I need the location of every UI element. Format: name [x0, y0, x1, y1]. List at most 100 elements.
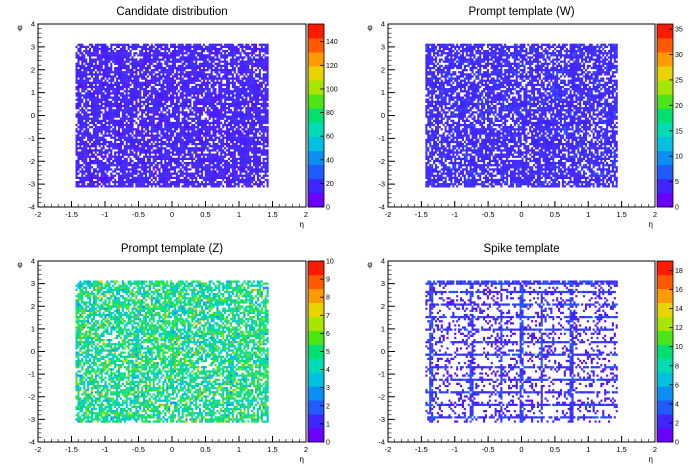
- heatmap-cell: [245, 126, 248, 129]
- heatmap-cell: [117, 147, 121, 150]
- heatmap-cell: [172, 149, 175, 152]
- heatmap-cell: [158, 183, 161, 186]
- heatmap-cell: [160, 164, 163, 167]
- heatmap-cell: [81, 138, 84, 141]
- heatmap-cell: [83, 178, 86, 182]
- heatmap-cell: [222, 117, 225, 120]
- heatmap-cell: [129, 73, 132, 76]
- heatmap-cell: [94, 157, 97, 161]
- heatmap-cell: [226, 69, 229, 72]
- heatmap-cell: [195, 170, 198, 173]
- heatmap-cell: [106, 159, 109, 163]
- heatmap-cell: [224, 159, 227, 163]
- heatmap-cell: [222, 107, 225, 110]
- heatmap-cell: [141, 183, 144, 186]
- heatmap-cell: [114, 157, 117, 161]
- heatmap-cell: [92, 60, 95, 63]
- heatmap-cell: [251, 117, 254, 120]
- heatmap-cell: [170, 123, 173, 127]
- heatmap-cell: [237, 140, 240, 144]
- heatmap-cell: [131, 64, 134, 68]
- heatmap-cell: [112, 104, 115, 108]
- heatmap-cell: [117, 83, 121, 87]
- heatmap-cell: [227, 47, 231, 51]
- heatmap-cell: [243, 81, 246, 84]
- heatmap-cell: [152, 126, 155, 129]
- heatmap-cell: [189, 104, 192, 108]
- heatmap-cell: [200, 102, 204, 106]
- heatmap-cell: [121, 58, 124, 61]
- heatmap-cell: [168, 64, 171, 68]
- heatmap-cell: [166, 178, 169, 182]
- heatmap-cell: [181, 83, 184, 87]
- heatmap-cell: [102, 50, 105, 53]
- heatmap-cell: [241, 64, 244, 68]
- heatmap-cell: [210, 178, 213, 182]
- heatmap-cell: [247, 85, 250, 89]
- heatmap-cell: [133, 71, 136, 74]
- heatmap-cell: [245, 90, 248, 93]
- heatmap-cell: [243, 123, 246, 127]
- heatmap-cell: [168, 85, 171, 89]
- heatmap-cell: [139, 107, 142, 110]
- heatmap-cell: [214, 52, 217, 55]
- heatmap-cell: [170, 183, 173, 186]
- heatmap-cell: [94, 140, 97, 144]
- heatmap-cell: [89, 90, 92, 93]
- heatmap-cell: [220, 45, 223, 49]
- heatmap-cell: [152, 109, 155, 112]
- heatmap-cell: [150, 43, 153, 46]
- heatmap-cell: [177, 77, 180, 80]
- heatmap-cell: [133, 128, 136, 131]
- heatmap-cell: [158, 88, 161, 91]
- heatmap-cell: [168, 153, 171, 156]
- heatmap-cell: [150, 134, 153, 137]
- heatmap-cell: [227, 136, 231, 139]
- heatmap-cell: [123, 79, 126, 82]
- heatmap-cell: [135, 140, 138, 144]
- heatmap-cell: [197, 94, 200, 97]
- heatmap-cell: [222, 151, 225, 154]
- heatmap-cell: [237, 58, 240, 61]
- heatmap-cell: [235, 85, 238, 89]
- heatmap-cell: [179, 145, 182, 148]
- heatmap-cell: [202, 140, 205, 144]
- heatmap-cell: [212, 60, 215, 63]
- heatmap-cell: [179, 96, 182, 99]
- heatmap-cell: [143, 66, 146, 70]
- heatmap-cell: [166, 52, 169, 55]
- heatmap-cell: [229, 62, 232, 65]
- heatmap-cell: [92, 104, 95, 108]
- heatmap-cell: [162, 90, 165, 93]
- heatmap-cell: [175, 111, 178, 114]
- heatmap-cell: [177, 90, 180, 93]
- heatmap-cell: [181, 145, 184, 148]
- heatmap-cell: [224, 73, 227, 76]
- heatmap-cell: [175, 134, 178, 137]
- heatmap-cell: [104, 64, 107, 68]
- heatmap-cell: [156, 134, 159, 137]
- heatmap-cell: [195, 85, 198, 89]
- heatmap-cell: [87, 130, 90, 133]
- heatmap-cell: [222, 54, 225, 57]
- heatmap-cell: [181, 50, 184, 53]
- heatmap-cell: [200, 83, 204, 87]
- heatmap-cell: [158, 172, 161, 175]
- heatmap-cell: [224, 151, 227, 154]
- heatmap-cell: [75, 170, 78, 173]
- heatmap-cell: [119, 142, 122, 146]
- heatmap-cell: [200, 176, 204, 180]
- heatmap-cell: [146, 47, 149, 51]
- heatmap-cell: [235, 174, 238, 177]
- heatmap-cell: [162, 66, 165, 70]
- heatmap-cell: [208, 155, 211, 158]
- heatmap-cell: [116, 115, 119, 118]
- heatmap-cell: [133, 45, 136, 49]
- heatmap-cell: [237, 153, 240, 156]
- heatmap-cell: [233, 161, 236, 165]
- heatmap-cell: [119, 62, 122, 65]
- heatmap-cell: [195, 104, 198, 108]
- heatmap-cell: [94, 134, 97, 137]
- heatmap-cell: [231, 136, 234, 139]
- heatmap-cell: [239, 45, 242, 49]
